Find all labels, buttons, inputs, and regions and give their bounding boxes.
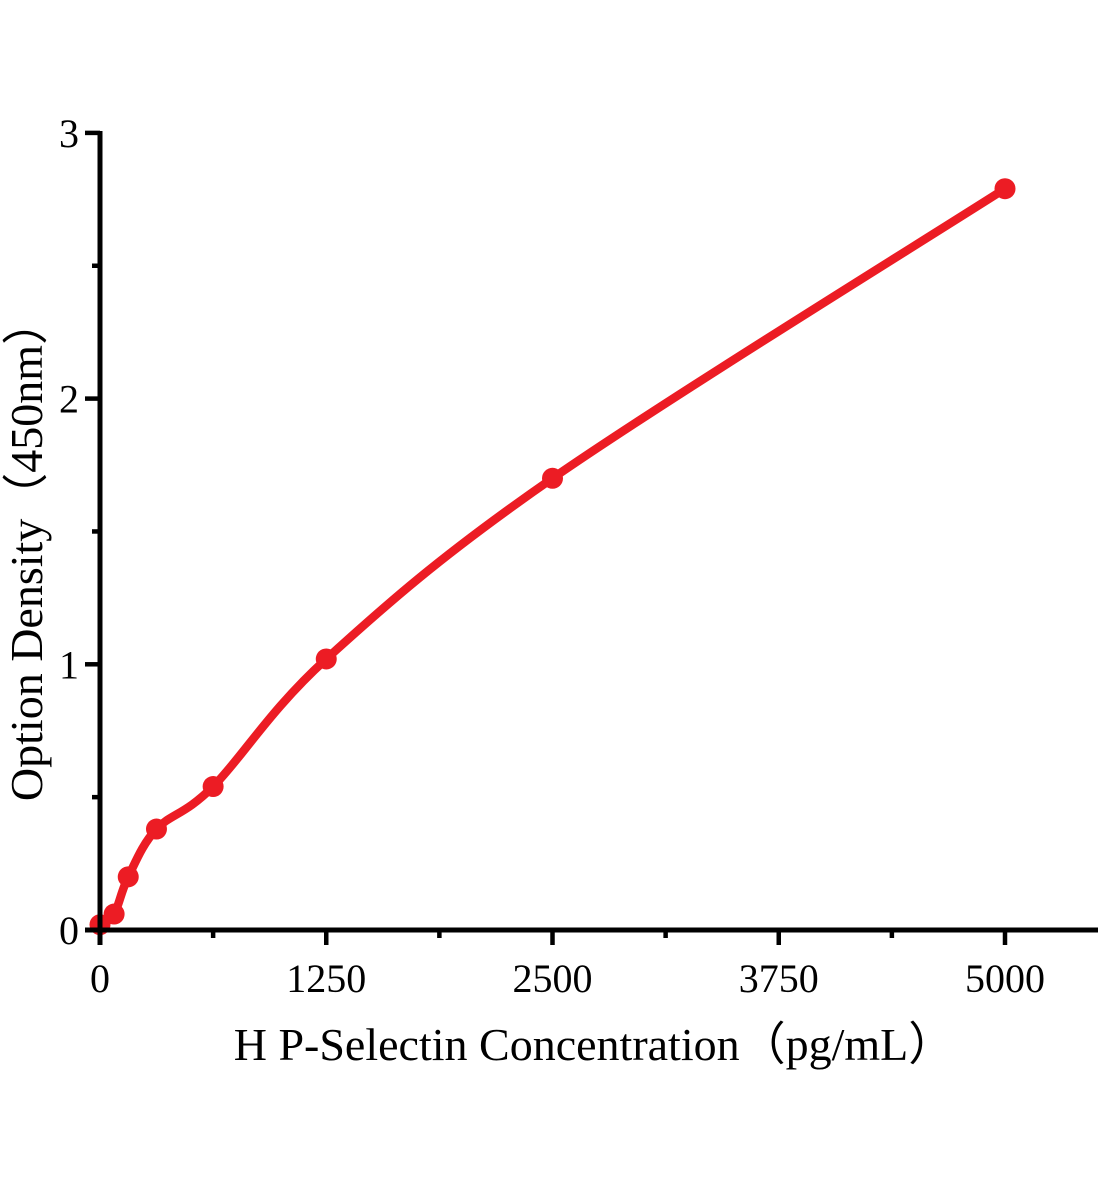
y-tick-label: 0 — [59, 908, 79, 953]
x-tick-label: 0 — [90, 956, 110, 1001]
data-point-marker — [103, 903, 125, 925]
data-point-marker — [315, 648, 337, 670]
y-axis-title: Option Density（450nm） — [1, 298, 52, 802]
data-point-marker — [202, 776, 224, 798]
x-tick-label: 2500 — [513, 956, 593, 1001]
data-point-marker — [994, 178, 1016, 200]
data-point-marker — [145, 818, 167, 840]
data-point-marker — [117, 866, 139, 888]
y-tick-label: 1 — [59, 642, 79, 687]
y-tick-label: 3 — [59, 111, 79, 156]
y-tick-label: 2 — [59, 377, 79, 422]
data-point-marker — [542, 467, 563, 489]
standard-curve-line — [95, 184, 1010, 929]
x-axis-title: H P-Selectin Concentration（pg/mL） — [233, 1019, 955, 1070]
x-tick-label: 3750 — [739, 956, 819, 1001]
x-tick-label: 1250 — [286, 956, 366, 1001]
x-tick-label: 5000 — [965, 956, 1045, 1001]
